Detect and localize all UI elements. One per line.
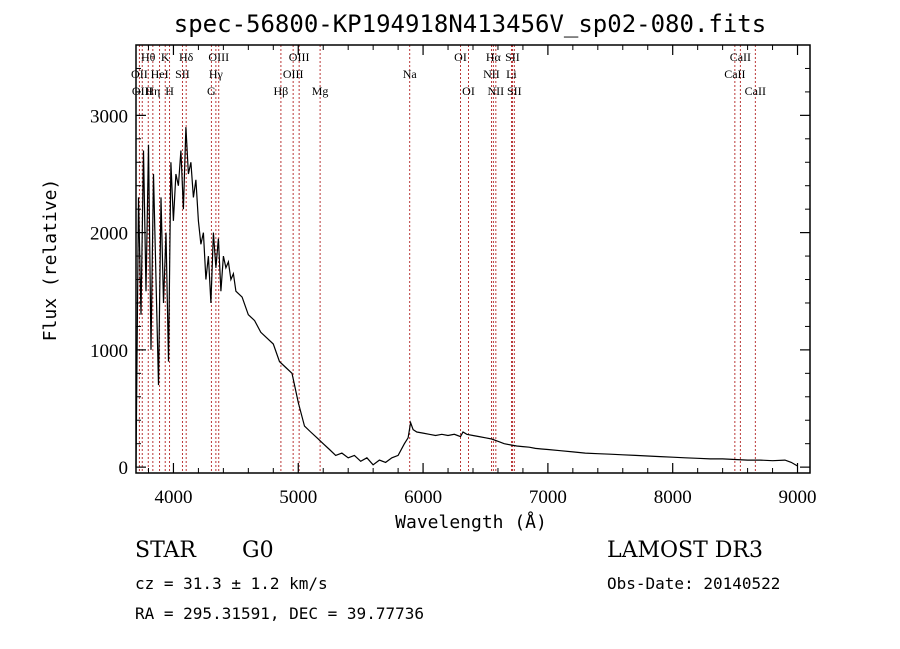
spectral-line-label: NII: [483, 67, 500, 81]
spectral-line-label: CaII: [730, 50, 751, 64]
spectral-line-label: CaII: [745, 84, 766, 98]
spectral-line-label: SII: [175, 67, 190, 81]
spectral-line-label: NII: [488, 84, 505, 98]
spectral-line-label: Hθ: [141, 50, 156, 64]
chart-title: spec-56800-KP194918N413456V_sp02-080.fit…: [174, 10, 766, 38]
spectral-line-label: K: [161, 50, 170, 64]
spectral-line-label: OI: [462, 84, 475, 98]
spectral-line-label: OIII: [208, 50, 229, 64]
spectrum-series-line: [135, 127, 798, 468]
spectral-line-label: OII: [131, 67, 148, 81]
plot-frame: [135, 44, 811, 474]
y-tick-label: 2000: [90, 224, 128, 245]
spectral-line-label: Hα: [486, 50, 502, 64]
observation-date: Obs-Date: 20140522: [607, 574, 781, 593]
spectral-line-label: OIII: [283, 67, 304, 81]
spectral-subclass: G0: [242, 538, 274, 563]
y-axis-ticks: 0 1000 2000 3000: [90, 67, 810, 479]
x-tick-label: 8000: [654, 487, 692, 508]
survey-name: LAMOST DR3: [607, 538, 763, 563]
spectral-line-label: OIII: [132, 84, 153, 98]
spectral-line-label: Hβ: [274, 84, 289, 98]
spectral-line-label: OI: [454, 50, 467, 64]
spectral-line-label: CaII: [724, 67, 745, 81]
spectral-line-label: SII: [505, 50, 520, 64]
x-tick-label: 4000: [154, 487, 192, 508]
y-tick-label: 1000: [90, 341, 128, 362]
spectral-line-label: Hδ: [179, 50, 194, 64]
object-type: STAR: [135, 538, 196, 563]
spectral-line-label: G: [207, 84, 216, 98]
sky-coordinates: RA = 295.31591, DEC = 39.77736: [135, 604, 424, 623]
spectral-line-label: Na: [403, 67, 418, 81]
x-tick-label: 5000: [279, 487, 317, 508]
spectral-line-label: H: [165, 84, 174, 98]
x-tick-label: 9000: [779, 487, 817, 508]
x-axis-label: Wavelength (Å): [395, 511, 547, 533]
y-tick-label: 0: [119, 458, 129, 479]
spectral-line-label: Mg: [312, 84, 329, 98]
x-tick-label: 7000: [529, 487, 567, 508]
redshift-value: cz = 31.3 ± 1.2 km/s: [135, 574, 328, 593]
y-tick-label: 3000: [90, 106, 128, 127]
x-axis-ticks: 4000 5000 6000 7000 8000 9000: [147, 45, 817, 508]
x-tick-label: 6000: [404, 487, 442, 508]
spectral-line-markers: [138, 45, 756, 473]
spectral-line-label: OIII: [289, 50, 310, 64]
spectral-line-label: SII: [507, 84, 522, 98]
y-axis-label: Flux (relative): [40, 179, 61, 342]
spectral-line-label: HeI: [151, 67, 169, 81]
spectral-line-label: Hγ: [209, 67, 224, 81]
spectral-line-label: Li: [506, 67, 517, 81]
spectral-line-label: Hη: [145, 84, 160, 98]
spectral-line-labels: OIIOIIIHθHηHeIKHSIIHδGHγOIIIHβOIIIOIIIMg…: [131, 50, 766, 98]
